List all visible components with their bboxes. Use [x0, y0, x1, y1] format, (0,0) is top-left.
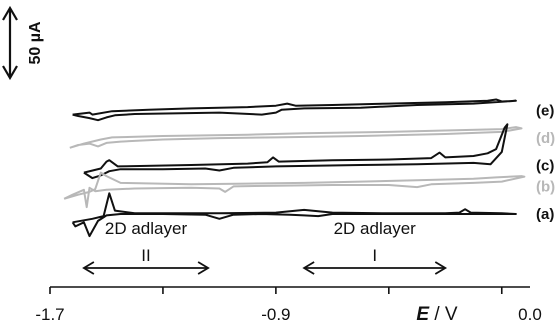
- adlayer-annotation-2: 2D adlayer I: [302, 219, 448, 275]
- annotation-label: 2D adlayer: [334, 219, 417, 238]
- scale-bar: 50 µA: [2, 5, 44, 81]
- adlayer-annotation-1: 2D adlayer II: [82, 219, 210, 275]
- x-axis-variable: E: [416, 304, 430, 325]
- trace-label-e: (e): [536, 103, 554, 120]
- trace-d: [69, 126, 523, 149]
- x-axis-ticks: [49, 287, 503, 294]
- x-tick-label: 0.0: [518, 305, 542, 324]
- voltammogram-traces: [63, 98, 526, 238]
- trace-label-a: (a): [536, 206, 554, 223]
- annotation-arrowhead-left: [302, 261, 315, 275]
- trace-a: [71, 192, 517, 238]
- x-axis-label: E / V: [416, 304, 458, 325]
- trace-labels: (e) (d) (c) (b) (a): [536, 103, 555, 224]
- x-axis: -1.7 -0.9 0.0 E / V: [35, 286, 542, 325]
- annotation-label: 2D adlayer: [105, 219, 188, 238]
- trace-b: [63, 171, 526, 209]
- x-axis-unit: / V: [429, 304, 458, 325]
- x-axis-tick-labels: -1.7 -0.9 0.0: [35, 305, 541, 324]
- trace-label-c: (c): [536, 158, 554, 175]
- annotation-sublabel: II: [141, 246, 150, 265]
- x-tick-label: -0.9: [261, 305, 290, 324]
- trace-c: [83, 123, 509, 180]
- scale-bar-label: 50 µA: [27, 21, 44, 64]
- trace-e: [72, 98, 517, 122]
- annotation-arrowhead-right: [434, 261, 448, 275]
- x-tick-label: -1.7: [35, 305, 64, 324]
- trace-label-b: (b): [536, 178, 555, 195]
- adlayer-annotations: 2D adlayer II 2D adlayer I: [82, 219, 448, 275]
- annotation-arrowhead-right: [197, 261, 210, 275]
- trace-label-d: (d): [536, 130, 555, 147]
- annotation-sublabel: I: [372, 246, 377, 265]
- annotation-arrowhead-left: [82, 261, 95, 275]
